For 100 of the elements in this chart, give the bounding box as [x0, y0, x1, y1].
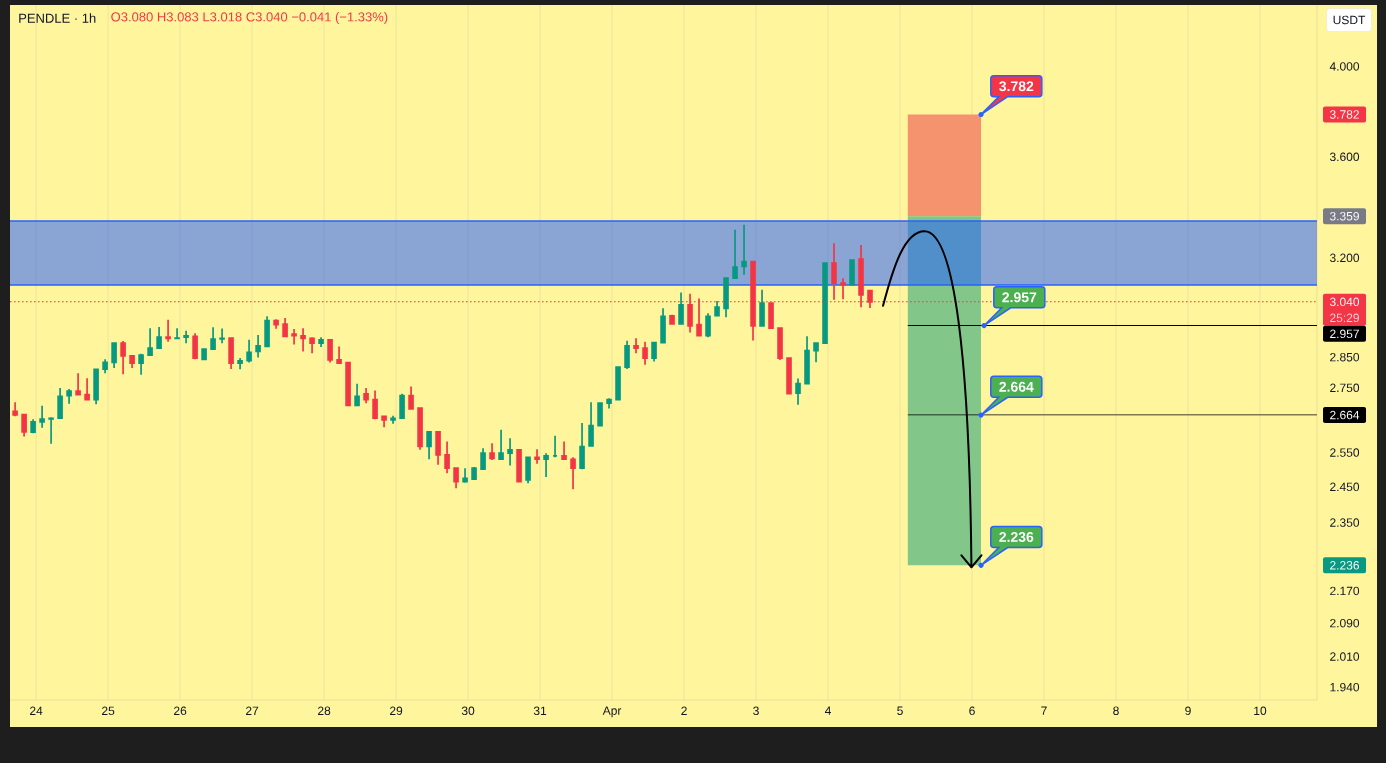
- candlestick: [345, 361, 351, 408]
- x-tick-label: Apr: [602, 706, 622, 718]
- x-tick-label: 3: [753, 706, 759, 716]
- candlestick: [669, 314, 675, 326]
- candlestick: [237, 357, 243, 371]
- candlestick: [228, 336, 234, 370]
- x-tick-label: 27: [246, 706, 259, 715]
- candlestick: [570, 456, 576, 491]
- candlestick: [336, 345, 342, 365]
- candlestick: [543, 452, 549, 478]
- y-tick-label: 2.090: [1330, 618, 1360, 628]
- x-tick-label: 28: [318, 706, 331, 716]
- annotation: 3.782: [999, 81, 1034, 92]
- candlestick: [57, 387, 63, 420]
- candlestick: [597, 401, 603, 428]
- candlestick: [309, 336, 315, 355]
- candlestick: [588, 401, 594, 448]
- y-tick-label: 3.200: [1329, 253, 1360, 263]
- candlestick: [174, 327, 180, 341]
- y-tick-label: 2.750: [1330, 383, 1360, 393]
- chart-subtitle: O3.080 H3.083 L3.018 C3.040 −0.041 (−1.33%): [111, 11, 388, 25]
- candlestick: [129, 354, 135, 369]
- candlestick: [273, 318, 279, 330]
- y-tick-label: 4.000: [1329, 62, 1360, 71]
- candlestick: [732, 229, 738, 280]
- candlestick: [507, 437, 513, 467]
- candlestick: [381, 414, 387, 429]
- candlestick: [516, 448, 522, 484]
- candlestick: [246, 339, 252, 364]
- y-axis-title: USDT: [1333, 15, 1366, 25]
- candlestick: [615, 365, 621, 402]
- data-label: 2.664: [1330, 410, 1360, 420]
- x-tick-label: 6: [969, 706, 975, 716]
- annotation: 2.664: [999, 381, 1034, 392]
- candlestick: [48, 416, 54, 445]
- candlestick: [534, 448, 540, 465]
- candlestick: [822, 261, 828, 345]
- candlestick: [642, 340, 648, 366]
- candlestick: [426, 430, 432, 461]
- candlestick: [30, 418, 36, 435]
- candlestick: [741, 223, 747, 276]
- candlestick: [201, 347, 207, 361]
- candlestick: [723, 276, 729, 319]
- candlestick: [840, 277, 846, 301]
- candlestick: [624, 339, 630, 370]
- candlestick: [75, 372, 81, 397]
- y-tick-label: 3.600: [1329, 152, 1360, 162]
- x-tick-label: 10: [1254, 706, 1267, 716]
- x-tick-label: 30: [461, 706, 475, 716]
- candlestick: [66, 388, 72, 405]
- candlestick: [462, 467, 468, 484]
- candlestick: [561, 440, 567, 461]
- data-label: 2.957: [1330, 329, 1359, 339]
- candlestick: [453, 466, 459, 490]
- candlestick: [660, 307, 666, 344]
- candlestick: [813, 341, 819, 364]
- candlestick: [12, 401, 18, 418]
- candlestick: [102, 358, 108, 375]
- candlestick: [219, 327, 225, 344]
- annotation: 2.957: [1002, 292, 1037, 303]
- candlestick: [777, 326, 783, 361]
- candlestick: [795, 377, 801, 406]
- ref-line-label: 3.040: [1329, 297, 1360, 307]
- candlestick: [84, 377, 90, 402]
- x-tick-label: 24: [30, 706, 43, 715]
- candlestick: [705, 312, 711, 339]
- candlestick: [93, 367, 99, 405]
- x-tick-label: 4: [824, 706, 832, 715]
- candlestick: [363, 387, 369, 405]
- candlestick: [714, 300, 720, 318]
- candlestick: [192, 332, 198, 361]
- x-tick-label: 9: [1185, 706, 1191, 716]
- candlestick: [147, 327, 153, 357]
- candlestick: [651, 340, 657, 363]
- y-tick-label: 3.359: [1329, 211, 1359, 221]
- candlestick: [804, 335, 810, 386]
- x-tick-label: 2: [681, 706, 687, 715]
- candlestick: [831, 242, 837, 301]
- candlestick: [408, 385, 414, 411]
- candlestick: [435, 430, 441, 466]
- candlestick: [138, 353, 144, 376]
- candlestick: [264, 315, 270, 348]
- y-tick-label: 2.550: [1330, 448, 1360, 457]
- candlestick: [327, 338, 333, 364]
- candlestick: [471, 466, 477, 481]
- x-tick-label: 31: [533, 706, 547, 716]
- candlestick: [399, 392, 405, 420]
- candlestick: [579, 422, 585, 471]
- candlestick: [255, 334, 261, 359]
- candlestick: [39, 404, 45, 429]
- x-tick-label: 8: [1113, 706, 1119, 716]
- candlestick: [759, 288, 765, 328]
- x-tick-label: 29: [389, 706, 403, 716]
- candlestick: [372, 389, 378, 421]
- candlestick: [354, 382, 360, 407]
- x-tick-label: 26: [174, 706, 187, 716]
- candlestick: [156, 326, 162, 350]
- x-tick-label: 25: [102, 706, 115, 716]
- chart-title: PENDLE · 1h: [19, 13, 96, 23]
- y-tick-label: 2.850: [1330, 352, 1360, 362]
